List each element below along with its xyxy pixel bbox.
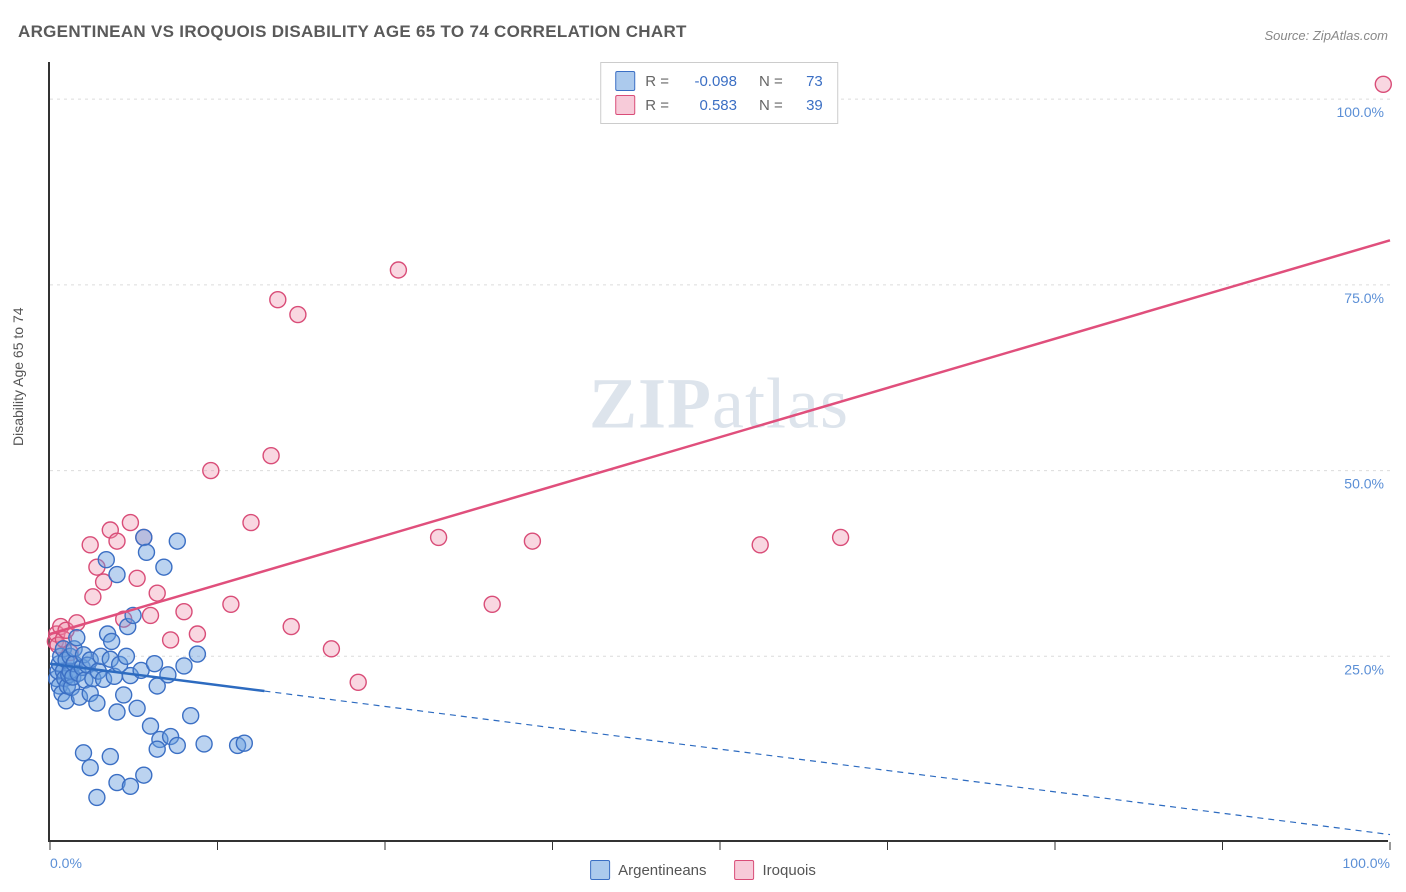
stats-r-value: 0.583 bbox=[679, 97, 737, 114]
data-point bbox=[189, 646, 205, 662]
data-point bbox=[176, 658, 192, 674]
data-point bbox=[833, 529, 849, 545]
data-point bbox=[183, 708, 199, 724]
chart-container: ARGENTINEAN VS IROQUOIS DISABILITY AGE 6… bbox=[0, 0, 1406, 892]
data-point bbox=[263, 448, 279, 464]
stats-n-label: N = bbox=[759, 73, 783, 90]
data-point bbox=[116, 687, 132, 703]
x-tick-label: 100.0% bbox=[1343, 855, 1390, 871]
data-point bbox=[109, 533, 125, 549]
stats-n-label: N = bbox=[759, 97, 783, 114]
data-point bbox=[156, 559, 172, 575]
trend-line-dashed bbox=[264, 691, 1390, 835]
y-tick-label: 25.0% bbox=[1344, 661, 1384, 677]
data-point bbox=[85, 589, 101, 605]
data-point bbox=[189, 626, 205, 642]
stats-row: R = 0.583 N = 39 bbox=[615, 93, 823, 117]
data-point bbox=[118, 648, 134, 664]
data-point bbox=[98, 552, 114, 568]
data-point bbox=[89, 695, 105, 711]
source-label: Source: ZipAtlas.com bbox=[1264, 28, 1388, 43]
data-point bbox=[163, 632, 179, 648]
data-point bbox=[149, 585, 165, 601]
data-point bbox=[136, 529, 152, 545]
stats-swatch bbox=[615, 95, 635, 115]
data-point bbox=[109, 704, 125, 720]
data-point bbox=[102, 749, 118, 765]
data-point bbox=[243, 515, 259, 531]
data-point bbox=[138, 544, 154, 560]
data-point bbox=[69, 630, 85, 646]
data-point bbox=[136, 767, 152, 783]
data-point bbox=[223, 596, 239, 612]
data-point bbox=[390, 262, 406, 278]
data-point bbox=[122, 515, 138, 531]
data-point bbox=[283, 619, 299, 635]
legend-swatch bbox=[735, 860, 755, 880]
data-point bbox=[109, 567, 125, 583]
data-point bbox=[203, 463, 219, 479]
stats-r-value: -0.098 bbox=[679, 73, 737, 90]
data-point bbox=[147, 656, 163, 672]
data-point bbox=[196, 736, 212, 752]
y-tick-label: 100.0% bbox=[1337, 104, 1384, 120]
data-point bbox=[129, 570, 145, 586]
data-point bbox=[323, 641, 339, 657]
data-point bbox=[82, 760, 98, 776]
y-tick-label: 50.0% bbox=[1344, 476, 1384, 492]
data-point bbox=[290, 307, 306, 323]
data-point bbox=[82, 537, 98, 553]
data-point bbox=[76, 745, 92, 761]
stats-row: R = -0.098 N = 73 bbox=[615, 69, 823, 93]
trend-line-solid bbox=[50, 240, 1390, 634]
legend-item: Argentineans bbox=[590, 860, 706, 880]
plot-svg: 25.0%50.0%75.0%100.0%0.0%100.0% bbox=[50, 62, 1388, 840]
stats-box: R = -0.098 N = 73 R = 0.583 N = 39 bbox=[600, 62, 838, 124]
data-point bbox=[169, 533, 185, 549]
bottom-legend: Argentineans Iroquois bbox=[590, 860, 816, 880]
x-tick-label: 0.0% bbox=[50, 855, 82, 871]
data-point bbox=[176, 604, 192, 620]
data-point bbox=[89, 789, 105, 805]
data-point bbox=[129, 700, 145, 716]
data-point bbox=[524, 533, 540, 549]
legend-item: Iroquois bbox=[735, 860, 816, 880]
data-point bbox=[431, 529, 447, 545]
data-point bbox=[270, 292, 286, 308]
stats-r-label: R = bbox=[645, 97, 669, 114]
legend-label: Argentineans bbox=[618, 862, 706, 879]
chart-title: ARGENTINEAN VS IROQUOIS DISABILITY AGE 6… bbox=[18, 22, 687, 42]
legend-swatch bbox=[590, 860, 610, 880]
stats-r-label: R = bbox=[645, 73, 669, 90]
data-point bbox=[752, 537, 768, 553]
y-tick-label: 75.0% bbox=[1344, 290, 1384, 306]
stats-swatch bbox=[615, 71, 635, 91]
y-axis-label: Disability Age 65 to 74 bbox=[10, 307, 26, 446]
data-point bbox=[350, 674, 366, 690]
data-point bbox=[104, 633, 120, 649]
data-point bbox=[169, 737, 185, 753]
data-point bbox=[236, 735, 252, 751]
data-point bbox=[143, 607, 159, 623]
legend-label: Iroquois bbox=[763, 862, 816, 879]
data-point bbox=[122, 778, 138, 794]
stats-n-value: 73 bbox=[793, 73, 823, 90]
data-point bbox=[484, 596, 500, 612]
data-point bbox=[1375, 76, 1391, 92]
stats-n-value: 39 bbox=[793, 97, 823, 114]
plot-area: ZIPatlas 25.0%50.0%75.0%100.0%0.0%100.0%… bbox=[48, 62, 1388, 842]
data-point bbox=[149, 741, 165, 757]
